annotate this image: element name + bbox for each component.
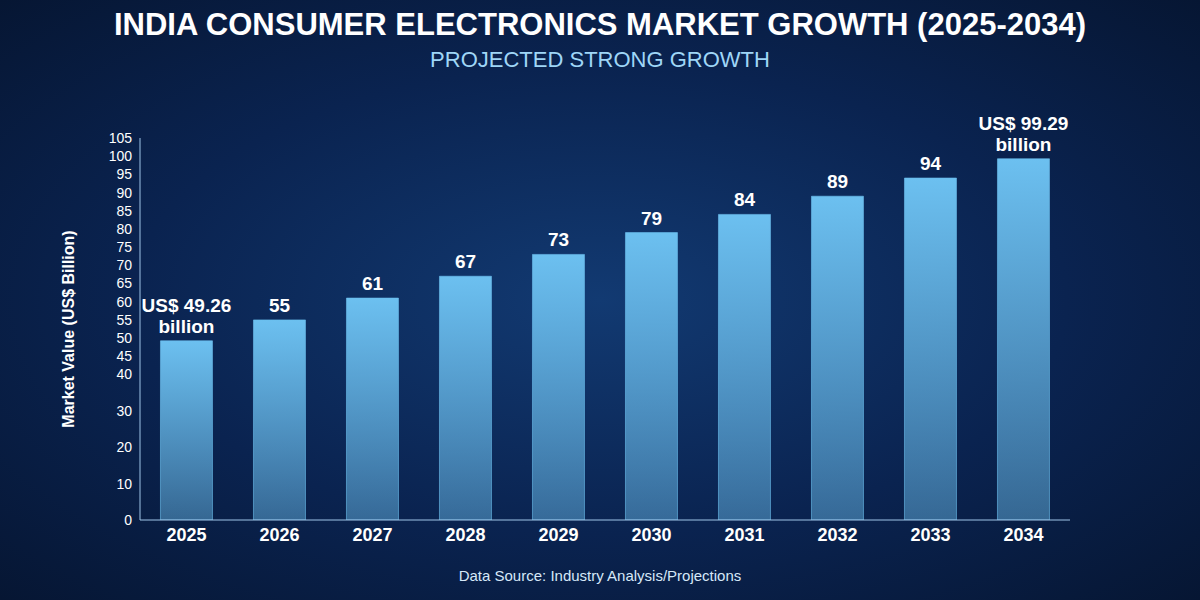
svg-text:73: 73: [548, 229, 569, 250]
svg-text:2030: 2030: [631, 525, 671, 545]
svg-text:2031: 2031: [724, 525, 764, 545]
svg-text:61: 61: [362, 273, 384, 294]
html-text:INDIA CONSUMER ELECTRONICS MAR: INDIA CONSUMER ELECTRONICS MARKET GROWTH…: [114, 7, 1086, 42]
svg-text:94: 94: [920, 153, 942, 174]
html-text:PROJECTED STRONG GROWTH: PROJECTED STRONG GROWTH: [430, 47, 770, 72]
svg-text:20: 20: [116, 439, 132, 455]
svg-text:2025: 2025: [166, 525, 206, 545]
svg-text:Market Value (US$ Billion): Market Value (US$ Billion): [60, 230, 77, 427]
svg-text:105: 105: [109, 130, 133, 146]
svg-text:30: 30: [116, 403, 132, 419]
svg-text:0: 0: [124, 512, 132, 528]
svg-text:40: 40: [116, 366, 132, 382]
svg-text:2034: 2034: [1003, 525, 1043, 545]
html-text:Data Source: Industry Analysis: Data Source: Industry Analysis/Projectio…: [458, 567, 742, 584]
svg-text:79: 79: [641, 208, 662, 229]
svg-text:2026: 2026: [259, 525, 299, 545]
svg-text:95: 95: [116, 166, 132, 182]
svg-text:67: 67: [455, 251, 476, 272]
svg-text:55: 55: [269, 295, 291, 316]
svg-text:65: 65: [116, 275, 132, 291]
svg-text:US$ 99.29billion: US$ 99.29billion: [979, 113, 1069, 155]
svg-text:45: 45: [116, 348, 132, 364]
svg-text:100: 100: [109, 148, 133, 164]
svg-text:84: 84: [734, 189, 756, 210]
svg-text:US$ 49.26billion: US$ 49.26billion: [142, 295, 232, 337]
svg-text:10: 10: [116, 476, 132, 492]
svg-text:2029: 2029: [538, 525, 578, 545]
svg-text:85: 85: [116, 203, 132, 219]
svg-text:55: 55: [116, 312, 132, 328]
svg-text:75: 75: [116, 239, 132, 255]
svg-text:89: 89: [827, 171, 848, 192]
svg-text:2028: 2028: [445, 525, 485, 545]
svg-text:50: 50: [116, 330, 132, 346]
svg-text:2032: 2032: [817, 525, 857, 545]
svg-text:90: 90: [116, 185, 132, 201]
svg-text:80: 80: [116, 221, 132, 237]
svg-text:60: 60: [116, 294, 132, 310]
svg-text:2033: 2033: [910, 525, 950, 545]
svg-text:2027: 2027: [352, 525, 392, 545]
svg-text:70: 70: [116, 257, 132, 273]
